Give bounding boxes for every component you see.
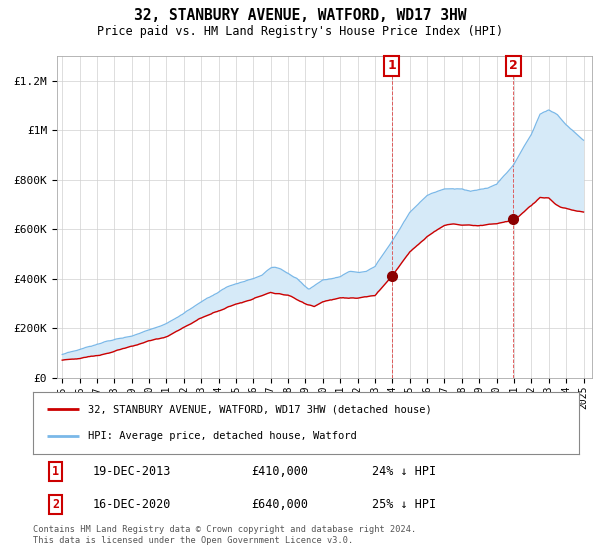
Text: 32, STANBURY AVENUE, WATFORD, WD17 3HW: 32, STANBURY AVENUE, WATFORD, WD17 3HW xyxy=(134,8,466,24)
Text: Contains HM Land Registry data © Crown copyright and database right 2024.
This d: Contains HM Land Registry data © Crown c… xyxy=(33,525,416,545)
Text: 1: 1 xyxy=(388,59,396,72)
Text: Price paid vs. HM Land Registry's House Price Index (HPI): Price paid vs. HM Land Registry's House … xyxy=(97,25,503,38)
Text: 32, STANBURY AVENUE, WATFORD, WD17 3HW (detached house): 32, STANBURY AVENUE, WATFORD, WD17 3HW (… xyxy=(88,404,431,414)
Text: HPI: Average price, detached house, Watford: HPI: Average price, detached house, Watf… xyxy=(88,431,356,441)
Text: 24% ↓ HPI: 24% ↓ HPI xyxy=(371,465,436,478)
Text: £410,000: £410,000 xyxy=(251,465,308,478)
Text: £640,000: £640,000 xyxy=(251,497,308,511)
Text: 1: 1 xyxy=(52,465,59,478)
Text: 25% ↓ HPI: 25% ↓ HPI xyxy=(371,497,436,511)
Text: 16-DEC-2020: 16-DEC-2020 xyxy=(93,497,172,511)
Text: 19-DEC-2013: 19-DEC-2013 xyxy=(93,465,172,478)
Text: 2: 2 xyxy=(509,59,518,72)
Text: 2: 2 xyxy=(52,497,59,511)
